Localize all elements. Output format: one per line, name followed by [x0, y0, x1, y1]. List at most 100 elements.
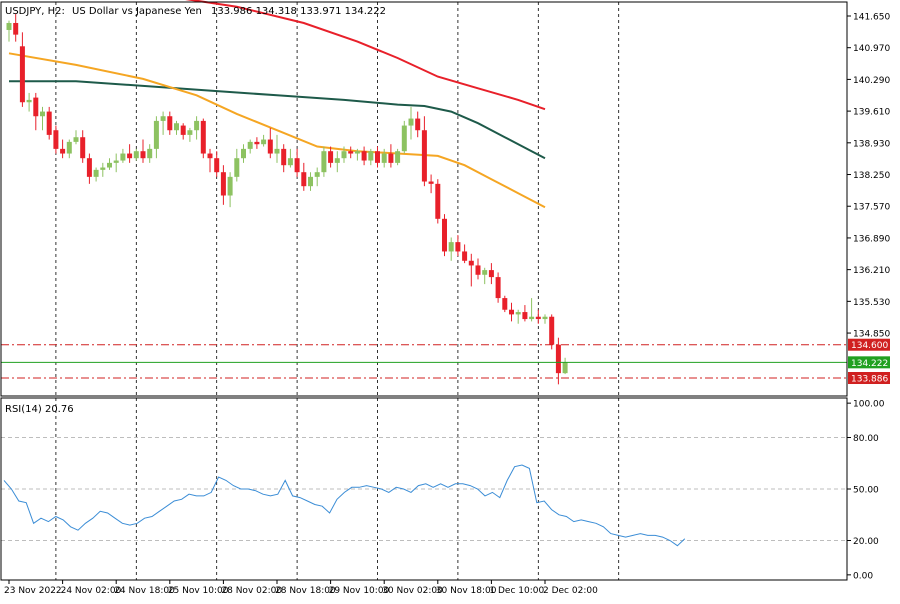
candle: [86, 153, 92, 184]
candle: [502, 295, 508, 313]
candle: [33, 92, 39, 131]
header-description: US Dollar vs Japanese Yen: [72, 6, 202, 17]
candle: [395, 148, 401, 166]
price-level-label: 134.600: [851, 341, 888, 351]
candle-body: [368, 151, 374, 161]
candle-body: [60, 148, 66, 154]
rsi-y-tick-label: 0.00: [853, 571, 873, 581]
candle: [19, 32, 25, 107]
candle: [200, 118, 206, 159]
candles: [6, 13, 568, 385]
candle-body: [535, 316, 541, 320]
candle-body: [287, 158, 293, 166]
candle: [361, 146, 367, 166]
candle-body: [522, 312, 528, 320]
candle: [214, 151, 220, 177]
candle-body: [348, 151, 354, 154]
candle-body: [73, 137, 79, 142]
candle-body: [408, 118, 414, 126]
price-y-tick-label: 138.250: [853, 171, 890, 181]
candle: [153, 116, 159, 159]
price-y-tick-label: 135.530: [853, 298, 890, 308]
candle-body: [495, 277, 501, 299]
candle: [234, 148, 240, 182]
candle-body: [247, 141, 253, 149]
candle-body: [555, 344, 561, 374]
candle: [421, 116, 427, 187]
candle-body: [435, 183, 441, 219]
candle: [133, 148, 139, 161]
candle: [334, 151, 340, 173]
candle: [375, 146, 380, 168]
rsi-title: RSI(14) 20.76: [5, 404, 74, 415]
candle-body: [174, 123, 179, 131]
candle: [194, 116, 200, 140]
candle: [509, 302, 514, 322]
candle: [341, 146, 347, 163]
candle-body: [187, 130, 193, 135]
candle: [274, 134, 280, 163]
candle: [428, 174, 434, 194]
candle-body: [442, 218, 447, 252]
rsi-y-tick-label: 20.00: [853, 537, 879, 547]
candle: [495, 272, 501, 303]
candle-body: [160, 116, 166, 121]
candle-body: [529, 316, 535, 320]
candle: [147, 144, 153, 163]
candle: [381, 148, 387, 168]
candle-body: [395, 151, 401, 163]
x-tick-label: 29 Nov 10:00: [329, 586, 390, 596]
candle: [482, 267, 488, 285]
candle: [13, 13, 19, 42]
candle-body: [220, 172, 226, 196]
candle-body: [261, 139, 267, 145]
ma-fast-line: [8, 52, 546, 209]
price-y-tick-label: 139.610: [853, 108, 890, 118]
candle: [294, 148, 300, 177]
candle: [241, 144, 246, 163]
candle: [468, 253, 474, 287]
candle-body: [375, 151, 380, 163]
candle-body: [542, 316, 548, 320]
price-levels: 134.600 133.886 134.222: [1, 338, 890, 385]
candle-body: [515, 312, 521, 315]
candle: [354, 148, 360, 161]
price-level-label: 133.886: [851, 375, 888, 385]
moving-averages: [8, 0, 546, 209]
candle: [140, 139, 146, 163]
candle-body: [361, 151, 367, 161]
candle: [6, 20, 12, 42]
chart-header: USDJPY, H2: US Dollar vs Japanese Yen 13…: [5, 6, 386, 17]
candle: [107, 158, 112, 170]
candle: [53, 125, 59, 154]
candle: [515, 309, 521, 324]
candle: [301, 162, 307, 191]
candle: [542, 314, 548, 324]
candle-body: [241, 148, 246, 159]
price-y-tick-label: 136.210: [853, 266, 890, 276]
ma-mid-line: [9, 80, 546, 160]
candle-body: [334, 158, 340, 163]
candle-body: [549, 316, 555, 345]
candle-body: [468, 260, 474, 266]
candle-body: [415, 118, 421, 131]
candle-body: [140, 151, 146, 159]
candle-body: [301, 172, 307, 187]
candle-body: [421, 130, 427, 182]
candle: [281, 144, 287, 173]
candle-body: [113, 160, 119, 163]
candle-body: [93, 169, 99, 177]
candle-body: [381, 153, 387, 163]
candle-body: [401, 125, 407, 152]
candle-body: [66, 141, 72, 154]
x-tick-label: 24 Nov 18:00: [114, 586, 175, 596]
candle-body: [475, 265, 481, 275]
candle: [455, 235, 461, 257]
candle-body: [308, 176, 313, 187]
x-tick-label: 23 Nov 2022: [4, 586, 62, 596]
x-tick-label: 2 Dec 02:00: [543, 586, 598, 596]
candle: [167, 111, 173, 135]
candle-body: [19, 46, 25, 103]
candle: [187, 127, 193, 142]
